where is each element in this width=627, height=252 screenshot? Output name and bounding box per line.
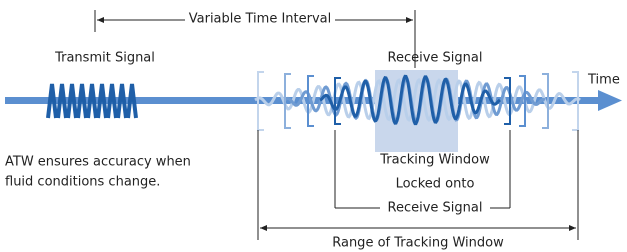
note-line: fluid conditions change.	[5, 175, 160, 190]
time-label: Time	[587, 73, 620, 88]
window-label: Receive Signal	[388, 201, 483, 216]
coil	[58, 84, 66, 118]
coil	[48, 84, 56, 118]
range-label: Range of Tracking Window	[332, 236, 504, 251]
coil	[68, 84, 76, 118]
window-label: Locked onto	[396, 177, 475, 192]
coil	[128, 84, 136, 118]
coil	[108, 84, 116, 118]
coil	[88, 84, 96, 118]
page: Variable Time Interval Transmit Signal R…	[0, 0, 627, 252]
axis-head	[598, 90, 622, 111]
note-line: ATW ensures accuracy when	[5, 155, 191, 170]
window-label: Tracking Window	[379, 153, 490, 168]
interval-label: Variable Time Interval	[189, 12, 332, 27]
receive-label: Receive Signal	[388, 51, 483, 66]
coil	[98, 84, 106, 118]
coil	[78, 84, 86, 118]
diagram: Variable Time Interval Transmit Signal R…	[0, 0, 627, 252]
coil	[118, 84, 126, 118]
transmit-label: Transmit Signal	[54, 51, 155, 66]
